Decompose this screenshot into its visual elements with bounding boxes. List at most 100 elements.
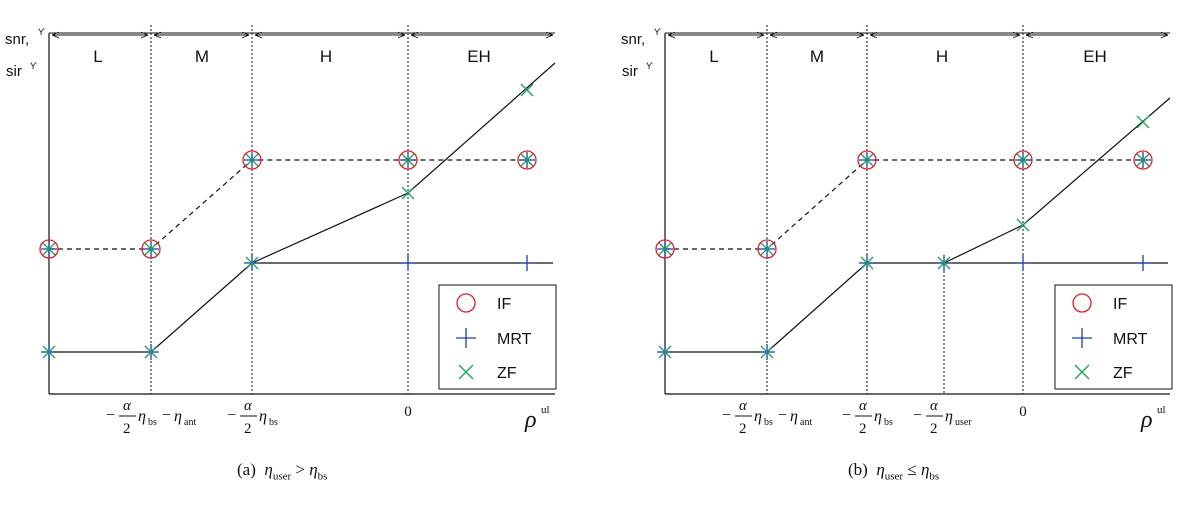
if-marker xyxy=(242,150,262,170)
zf-curve xyxy=(251,62,556,264)
svg-text:η: η xyxy=(754,408,762,425)
svg-text:bs: bs xyxy=(269,417,278,428)
y-label-line2: sir xyxy=(622,63,638,80)
legend-zf-label: ZF xyxy=(1113,365,1133,382)
svg-text:2: 2 xyxy=(859,421,867,437)
svg-text:bs: bs xyxy=(884,417,893,428)
zf-marker xyxy=(144,242,158,256)
if-marker xyxy=(857,150,877,170)
if-marker xyxy=(1013,150,1033,170)
x-label-sup: ul xyxy=(1157,404,1166,416)
svg-text:α: α xyxy=(859,398,868,414)
svg-text:ant: ant xyxy=(184,417,196,428)
svg-text:user: user xyxy=(955,417,972,428)
caption-b-rhs-sub: bs xyxy=(929,470,940,483)
svg-text:−: − xyxy=(106,407,115,424)
x-label-sup: ul xyxy=(541,404,550,416)
zf-marker xyxy=(245,256,259,270)
zf-marker xyxy=(520,153,534,167)
if-marker xyxy=(1133,150,1153,170)
legend-mrt-label: MRT xyxy=(497,331,532,348)
region-dividers xyxy=(150,25,409,394)
zf-marker xyxy=(1016,218,1030,232)
svg-text:−: − xyxy=(162,407,171,424)
caption-b-lhs-sub: user xyxy=(884,470,904,483)
caption-a: (a) ηuser > ηbs xyxy=(237,460,327,482)
zf-marker xyxy=(520,83,534,97)
svg-text:η: η xyxy=(174,408,182,425)
if-curve xyxy=(665,159,1143,250)
caption-a-lhs: η xyxy=(264,460,273,479)
if-marker xyxy=(141,239,161,259)
mrt-marker xyxy=(519,255,535,271)
legend-if-marker xyxy=(456,293,476,313)
legend-zf-label: ZF xyxy=(497,365,517,382)
y-label-sup: ϒ xyxy=(38,27,45,37)
x-tick-zero: 0 xyxy=(1019,404,1027,420)
zf-markers xyxy=(658,115,1150,359)
legend-if-label: IF xyxy=(1113,296,1127,313)
if-marker xyxy=(757,239,777,259)
caption-a-prefix: (a) xyxy=(237,460,256,479)
region-label-l: L xyxy=(709,47,718,66)
caption-b-lhs: η xyxy=(876,460,885,479)
caption-b-rhs: η xyxy=(920,460,930,479)
zf-marker xyxy=(401,153,415,167)
legend-if-label: IF xyxy=(497,296,511,313)
legend-zf-marker xyxy=(1074,364,1090,380)
region-label-eh: EH xyxy=(467,47,491,66)
zf-marker xyxy=(937,256,951,270)
legend-mrt-marker xyxy=(456,328,476,348)
svg-text:ant: ant xyxy=(800,417,812,428)
region-label-m: M xyxy=(810,47,824,66)
svg-text:−: − xyxy=(778,407,787,424)
svg-text:bs: bs xyxy=(148,417,157,428)
zf-curve xyxy=(943,97,1171,264)
mrt-marker xyxy=(1135,255,1151,271)
if-marker xyxy=(39,239,59,259)
svg-text:η: η xyxy=(790,408,798,425)
mrt-marker xyxy=(1015,255,1031,271)
if-marker xyxy=(517,150,537,170)
svg-text:−: − xyxy=(227,407,236,424)
zf-marker xyxy=(658,242,672,256)
zf-marker xyxy=(860,256,874,270)
zf-markers xyxy=(42,83,534,359)
if-marker xyxy=(398,150,418,170)
y-label-line2: sir xyxy=(6,63,22,80)
y-label-line1: snr, xyxy=(621,31,645,48)
y-label-sup-2: ϒ xyxy=(646,61,653,71)
x-tick-2: − α 2 η bs xyxy=(842,398,893,437)
zf-marker xyxy=(42,345,56,359)
svg-text:η: η xyxy=(138,408,146,425)
x-tick-zero: 0 xyxy=(404,404,412,420)
svg-text:−: − xyxy=(722,407,731,424)
if-curve xyxy=(49,159,527,250)
x-label: ρ xyxy=(524,407,537,433)
x-label: ρ xyxy=(1140,407,1153,433)
legend-mrt-label: MRT xyxy=(1113,331,1148,348)
panel-b: L M H EH snr, ϒ sir ϒ xyxy=(621,25,1173,437)
region-label-m: M xyxy=(195,47,209,66)
legend: IF MRT ZF xyxy=(438,284,557,390)
x-tick-1: − α 2 η bs − η ant xyxy=(106,398,196,437)
zf-marker xyxy=(658,345,672,359)
y-label-line1: snr, xyxy=(5,31,29,48)
if-marker xyxy=(655,239,675,259)
svg-text:−: − xyxy=(842,407,851,424)
caption-b-prefix: (b) xyxy=(848,460,868,479)
region-label-eh: EH xyxy=(1083,47,1107,66)
if-markers xyxy=(655,150,1153,259)
svg-text:η: η xyxy=(874,408,882,425)
caption-a-rhs: η xyxy=(309,460,318,479)
svg-text:2: 2 xyxy=(123,421,131,437)
svg-text:α: α xyxy=(930,398,939,414)
legend-if-marker xyxy=(1072,293,1092,313)
region-label-h: H xyxy=(320,47,332,66)
region-dividers xyxy=(766,25,1024,394)
region-label-l: L xyxy=(93,47,102,66)
if-markers xyxy=(39,150,537,259)
x-tick-3: − α 2 η user xyxy=(913,398,972,437)
caption-b-op: ≤ xyxy=(907,460,917,479)
